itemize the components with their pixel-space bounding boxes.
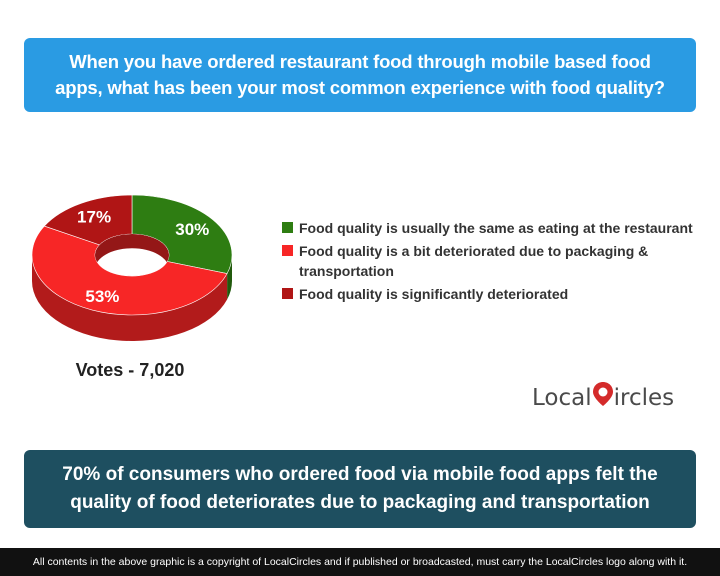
- legend-label: Food quality is a bit deteriorated due t…: [299, 243, 649, 279]
- copyright-footer: All contents in the above graphic is a c…: [0, 548, 720, 576]
- key-finding-banner: 70% of consumers who ordered food via mo…: [24, 450, 696, 528]
- legend-item: Food quality is a bit deteriorated due t…: [282, 241, 712, 281]
- slice-percent-label: 30%: [175, 220, 209, 239]
- question-banner: When you have ordered restaurant food th…: [24, 38, 696, 112]
- question-text: When you have ordered restaurant food th…: [55, 51, 665, 98]
- donut-chart: 30% 53% 17%: [31, 194, 233, 341]
- chart-legend: Food quality is usually the same as eati…: [282, 218, 712, 307]
- logo-pin-icon: [592, 382, 614, 407]
- logo-text-circles: ircles: [613, 385, 675, 411]
- localcircles-logo: Local ircles: [532, 380, 702, 420]
- legend-label: Food quality is significantly deteriorat…: [299, 286, 569, 302]
- legend-item: Food quality is usually the same as eati…: [282, 218, 712, 238]
- donut-side-wall: [227, 255, 232, 300]
- legend-swatch-same-quality: [282, 222, 293, 233]
- slice-percent-label: 53%: [85, 287, 119, 306]
- legend-swatch-bit-deteriorated: [282, 245, 293, 256]
- donut-slice: [31, 225, 228, 316]
- legend-label: Food quality is usually the same as eati…: [299, 220, 693, 236]
- slice-percent-label: 17%: [77, 208, 111, 227]
- logo-text-local: Local: [532, 385, 592, 411]
- legend-swatch-significantly-deteriorated: [282, 288, 293, 299]
- donut-side-wall: [32, 255, 228, 341]
- key-finding-text: 70% of consumers who ordered food via mo…: [62, 464, 658, 513]
- votes-count: Votes - 7,020: [75, 360, 185, 380]
- legend-item: Food quality is significantly deteriorat…: [282, 284, 712, 304]
- donut-hole-wall: [95, 234, 169, 270]
